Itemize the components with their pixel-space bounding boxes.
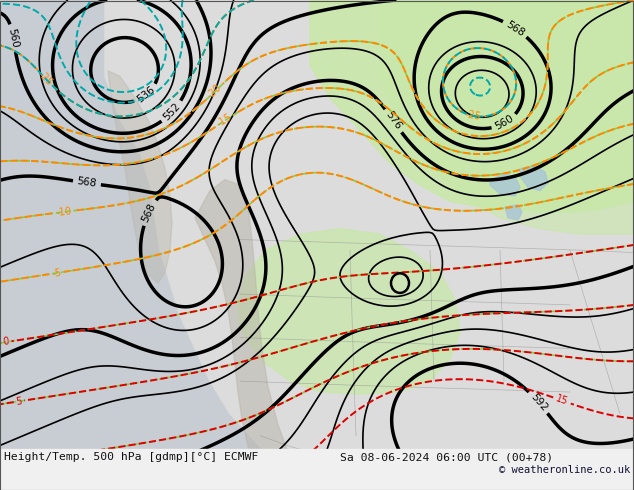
Polygon shape — [380, 0, 634, 234]
Polygon shape — [310, 0, 634, 212]
Polygon shape — [195, 180, 300, 490]
Text: 568: 568 — [504, 19, 526, 38]
Polygon shape — [490, 174, 520, 196]
Text: 568: 568 — [76, 176, 98, 189]
Text: -20: -20 — [205, 83, 224, 101]
Polygon shape — [105, 0, 634, 490]
Text: -25: -25 — [464, 109, 482, 122]
Text: 576: 576 — [384, 110, 403, 132]
Text: 568: 568 — [140, 201, 158, 223]
Text: -5: -5 — [51, 267, 62, 279]
Text: 552: 552 — [162, 101, 183, 122]
Polygon shape — [505, 205, 522, 220]
Text: 592: 592 — [528, 392, 549, 413]
Text: -25: -25 — [36, 69, 55, 88]
Text: -10: -10 — [55, 206, 72, 218]
Text: 10: 10 — [23, 455, 37, 467]
Text: Height/Temp. 500 hPa [gdmp][°C] ECMWF: Height/Temp. 500 hPa [gdmp][°C] ECMWF — [4, 452, 259, 463]
Bar — [0, 449, 634, 490]
Text: 15: 15 — [555, 394, 569, 407]
Text: 536: 536 — [136, 85, 157, 105]
Polygon shape — [108, 71, 172, 283]
Text: © weatheronline.co.uk: © weatheronline.co.uk — [499, 466, 630, 475]
Text: 584: 584 — [148, 459, 171, 476]
Text: -15: -15 — [216, 112, 234, 129]
Polygon shape — [520, 166, 548, 191]
Polygon shape — [238, 229, 460, 394]
Text: 5: 5 — [15, 396, 23, 407]
Text: Sa 08-06-2024 06:00 UTC (00+78): Sa 08-06-2024 06:00 UTC (00+78) — [340, 452, 553, 463]
Text: 560: 560 — [494, 114, 515, 132]
Text: 560: 560 — [6, 27, 20, 49]
Text: 0: 0 — [3, 337, 10, 347]
